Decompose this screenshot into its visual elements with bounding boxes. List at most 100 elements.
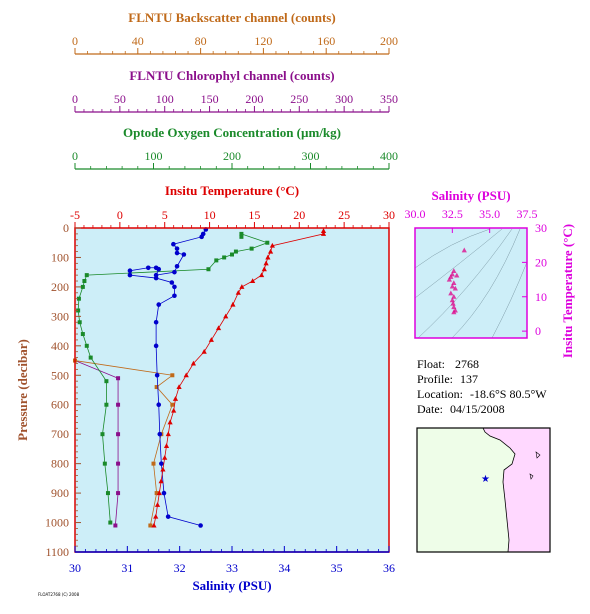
oxygen-tick-label: 400 <box>380 149 398 163</box>
profile-value: 137 <box>460 372 478 386</box>
chlorophyll-tick-label: 150 <box>201 92 219 106</box>
salinity-point <box>172 284 177 290</box>
temperature-axis-title: Insitu Temperature (°C) <box>165 183 299 198</box>
temperature-point <box>269 242 275 248</box>
oxygen-point <box>77 320 82 325</box>
backscatter-tick-label: 200 <box>380 34 398 48</box>
chlorophyll-tick-label: 100 <box>156 92 174 106</box>
backscatter-line <box>74 360 174 526</box>
chlorophyll-tick-label: 0 <box>72 92 78 106</box>
chlorophyll-axis-title: FLNTU Chlorophyl channel (counts) <box>129 68 334 83</box>
backscatter-axis-title: FLNTU Backscatter channel (counts) <box>128 10 335 25</box>
salinity-point <box>153 265 159 271</box>
chlorophyll-point <box>116 491 121 496</box>
pressure-tick-label: 0 <box>63 221 69 235</box>
pressure-axis-title: Pressure (decibar) <box>15 339 30 441</box>
oxygen-point <box>80 284 85 289</box>
temperature-point <box>172 396 179 401</box>
oxygen-axis-title: Optode Oxygen Concentration (µm/kg) <box>123 125 341 140</box>
salinity-tick-label: 35 <box>331 561 343 575</box>
pressure-tick-label: 900 <box>51 486 69 500</box>
pressure-tick-label: 800 <box>51 457 69 471</box>
temperature-point <box>154 502 161 507</box>
temperature-tick-label: 10 <box>204 208 216 222</box>
salinity-tick-label: 33 <box>226 561 238 575</box>
temperature-tick-label: 5 <box>162 208 168 222</box>
salinity-point <box>127 268 133 274</box>
temperature-point <box>151 522 157 528</box>
oxygen-point <box>265 240 270 245</box>
temperature-point <box>176 384 182 390</box>
salinity-point <box>165 514 171 519</box>
salinity-axis-title: Salinity (PSU) <box>192 578 271 593</box>
temperature-point <box>265 254 271 260</box>
lake-outline <box>535 451 541 459</box>
oxygen-point <box>76 308 81 313</box>
salinity-tick-label: 30 <box>69 561 81 575</box>
ts-y-tick-label: 20 <box>535 255 547 269</box>
oxygen-series <box>76 231 270 525</box>
salinity-point <box>174 263 180 269</box>
oxygen-point <box>88 355 93 360</box>
location-label: Location: <box>417 387 463 401</box>
backscatter-point <box>151 461 156 466</box>
ts-point <box>449 283 455 289</box>
ts-x-axis-title: Salinity (PSU) <box>431 188 510 203</box>
ts-y-tick-label: 10 <box>535 290 547 304</box>
backscatter-tick-label: 80 <box>195 34 207 48</box>
temperature-point <box>267 248 274 254</box>
temperature-tick-label: 0 <box>117 208 123 222</box>
ts-density-isolines <box>414 228 528 339</box>
ts-x-tick-label: 32.5 <box>442 207 463 221</box>
chlorophyll-point <box>116 402 121 407</box>
chlorophyll-point <box>116 432 121 437</box>
top-axes: FLNTU Backscatter channel (counts) 0 40 80 1… <box>70 10 398 228</box>
oxygen-point <box>84 343 89 348</box>
salinity-point <box>174 250 180 256</box>
salinity-point <box>174 246 180 251</box>
ts-point <box>461 247 467 253</box>
ts-points <box>446 247 467 315</box>
chlorophyll-axis: FLNTU Chlorophyl channel (counts) 0 50 100 1… <box>72 68 398 113</box>
oxygen-tick-label: 200 <box>223 149 241 163</box>
plot-background <box>75 228 389 552</box>
temperature-point <box>167 419 173 425</box>
oxygen-point <box>206 267 211 272</box>
backscatter-axis: FLNTU Backscatter channel (counts) 0 40 80 1… <box>72 10 398 55</box>
oxygen-point <box>76 296 81 301</box>
ts-frame <box>414 227 528 339</box>
oxygen-point <box>104 379 109 384</box>
temperature-point <box>190 360 197 366</box>
backscatter-point <box>170 402 175 407</box>
salinity-point <box>198 523 203 528</box>
ts-point <box>451 268 457 273</box>
oxygen-point <box>239 231 244 236</box>
backscatter-tick-label: 160 <box>317 34 335 48</box>
temperature-point <box>259 272 265 278</box>
temperature-point <box>156 490 162 496</box>
chlorophyll-tick-label: 250 <box>290 92 308 106</box>
temperature-point <box>160 466 166 472</box>
salinity-point <box>153 319 159 325</box>
temperature-point <box>201 348 207 354</box>
temperature-point <box>261 266 267 272</box>
ts-x-tick-label: 35.0 <box>479 207 500 221</box>
salinity-point <box>199 234 204 240</box>
pressure-tick-label: 300 <box>51 309 69 323</box>
backscatter-tick-label: 0 <box>72 34 78 48</box>
oxygen-point <box>230 252 234 257</box>
salinity-tick-label: 32 <box>174 561 186 575</box>
ts-point <box>452 285 458 291</box>
oxygen-tick-label: 300 <box>302 149 320 163</box>
ts-x-tick-label: 30.0 <box>405 207 426 221</box>
chlorophyll-tick-label: 50 <box>114 92 126 106</box>
temperature-point <box>230 301 236 307</box>
date-value: 04/15/2008 <box>450 402 505 416</box>
salinity-point <box>153 343 159 349</box>
oxygen-point <box>80 332 85 337</box>
oxygen-tick-label: 100 <box>145 149 163 163</box>
oxygen-point <box>233 249 238 254</box>
salinity-point <box>181 252 187 257</box>
salinity-tick-label: 34 <box>278 561 290 575</box>
float-value: 2768 <box>455 357 479 371</box>
